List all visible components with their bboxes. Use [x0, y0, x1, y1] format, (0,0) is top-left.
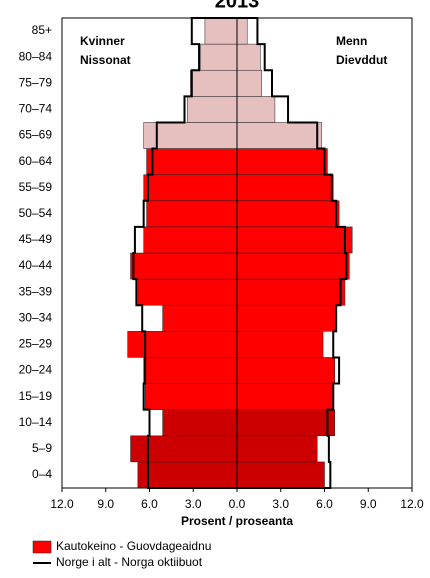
- y-tick-label: 55–59: [19, 180, 53, 194]
- bar-women: [204, 17, 238, 45]
- bar-women: [130, 435, 238, 463]
- bar-women: [162, 304, 238, 332]
- bar-women: [187, 96, 238, 123]
- annotation: Nissonat: [80, 53, 131, 67]
- x-axis-label: Prosent / proseanta: [181, 514, 293, 528]
- bar-women: [137, 278, 238, 306]
- y-tick-label: 10–14: [19, 415, 53, 429]
- bar-men: [236, 409, 335, 437]
- x-tick-label: 9.0: [97, 497, 114, 511]
- bar-women: [162, 409, 238, 437]
- y-tick-label: 0–4: [32, 467, 52, 481]
- bar-women: [130, 252, 238, 280]
- bar-women: [144, 383, 238, 410]
- y-tick-label: 50–54: [19, 206, 53, 220]
- bar-men: [236, 435, 318, 463]
- plot-frame: [61, 17, 413, 489]
- legend-label: Norge i alt - Norga oktiibuot: [56, 555, 203, 569]
- bar-men: [236, 96, 276, 123]
- y-tick-label: 70–74: [19, 102, 53, 116]
- bar-women: [143, 357, 238, 384]
- y-tick-label: 5–9: [32, 441, 52, 455]
- y-tick-label: 30–34: [19, 310, 53, 324]
- bar-men: [236, 252, 350, 280]
- bar-women: [190, 69, 238, 97]
- y-tick-label: 35–39: [19, 284, 53, 298]
- annotation: Kvinner: [80, 34, 125, 48]
- bar-women: [143, 174, 238, 202]
- bar-women: [137, 461, 238, 489]
- legend-swatch: [32, 540, 52, 554]
- bar-men: [236, 69, 263, 97]
- y-tick-label: 65–69: [19, 128, 53, 142]
- bar-men: [236, 461, 325, 489]
- bar-women: [200, 43, 238, 71]
- y-tick-label: 60–64: [19, 154, 53, 168]
- bar-men: [236, 226, 353, 254]
- x-tick-label: 6.0: [316, 497, 333, 511]
- bar-men: [236, 383, 334, 410]
- outline-women: [132, 17, 237, 489]
- x-tick-label: 0.0: [229, 497, 246, 511]
- outline-men: [237, 17, 348, 489]
- bar-women: [143, 226, 238, 254]
- bar-men: [236, 200, 340, 228]
- y-tick-label: 40–44: [19, 258, 53, 272]
- annotation: Dievddut: [336, 53, 387, 67]
- bar-men: [236, 174, 334, 202]
- y-tick-label: 75–79: [19, 75, 53, 89]
- x-tick-label: 3.0: [185, 497, 202, 511]
- legend-label: Kautokeino - Guovdageaidnu: [56, 539, 211, 553]
- x-tick-label: 12.0: [400, 497, 424, 511]
- bar-women: [127, 331, 238, 358]
- chart-title: 2013: [215, 0, 260, 12]
- bar-men: [236, 357, 335, 384]
- bar-men: [236, 43, 261, 71]
- x-tick-label: 6.0: [141, 497, 158, 511]
- bar-men: [236, 331, 324, 358]
- bar-men: [236, 122, 322, 149]
- x-tick-label: 3.0: [272, 497, 289, 511]
- bar-women: [146, 200, 238, 228]
- bar-men: [236, 17, 248, 45]
- y-tick-label: 85+: [32, 23, 52, 37]
- y-tick-label: 25–29: [19, 337, 53, 351]
- y-tick-label: 80–84: [19, 49, 53, 63]
- y-tick-label: 20–24: [19, 363, 53, 377]
- bar-men: [236, 304, 337, 332]
- bar-men: [236, 148, 328, 175]
- y-tick-label: 45–49: [19, 232, 53, 246]
- y-tick-label: 15–19: [19, 389, 53, 403]
- annotation: Menn: [336, 34, 367, 48]
- bar-men: [236, 278, 346, 306]
- bar-women: [146, 148, 238, 175]
- x-tick-label: 9.0: [360, 497, 377, 511]
- x-tick-label: 12.0: [50, 497, 74, 511]
